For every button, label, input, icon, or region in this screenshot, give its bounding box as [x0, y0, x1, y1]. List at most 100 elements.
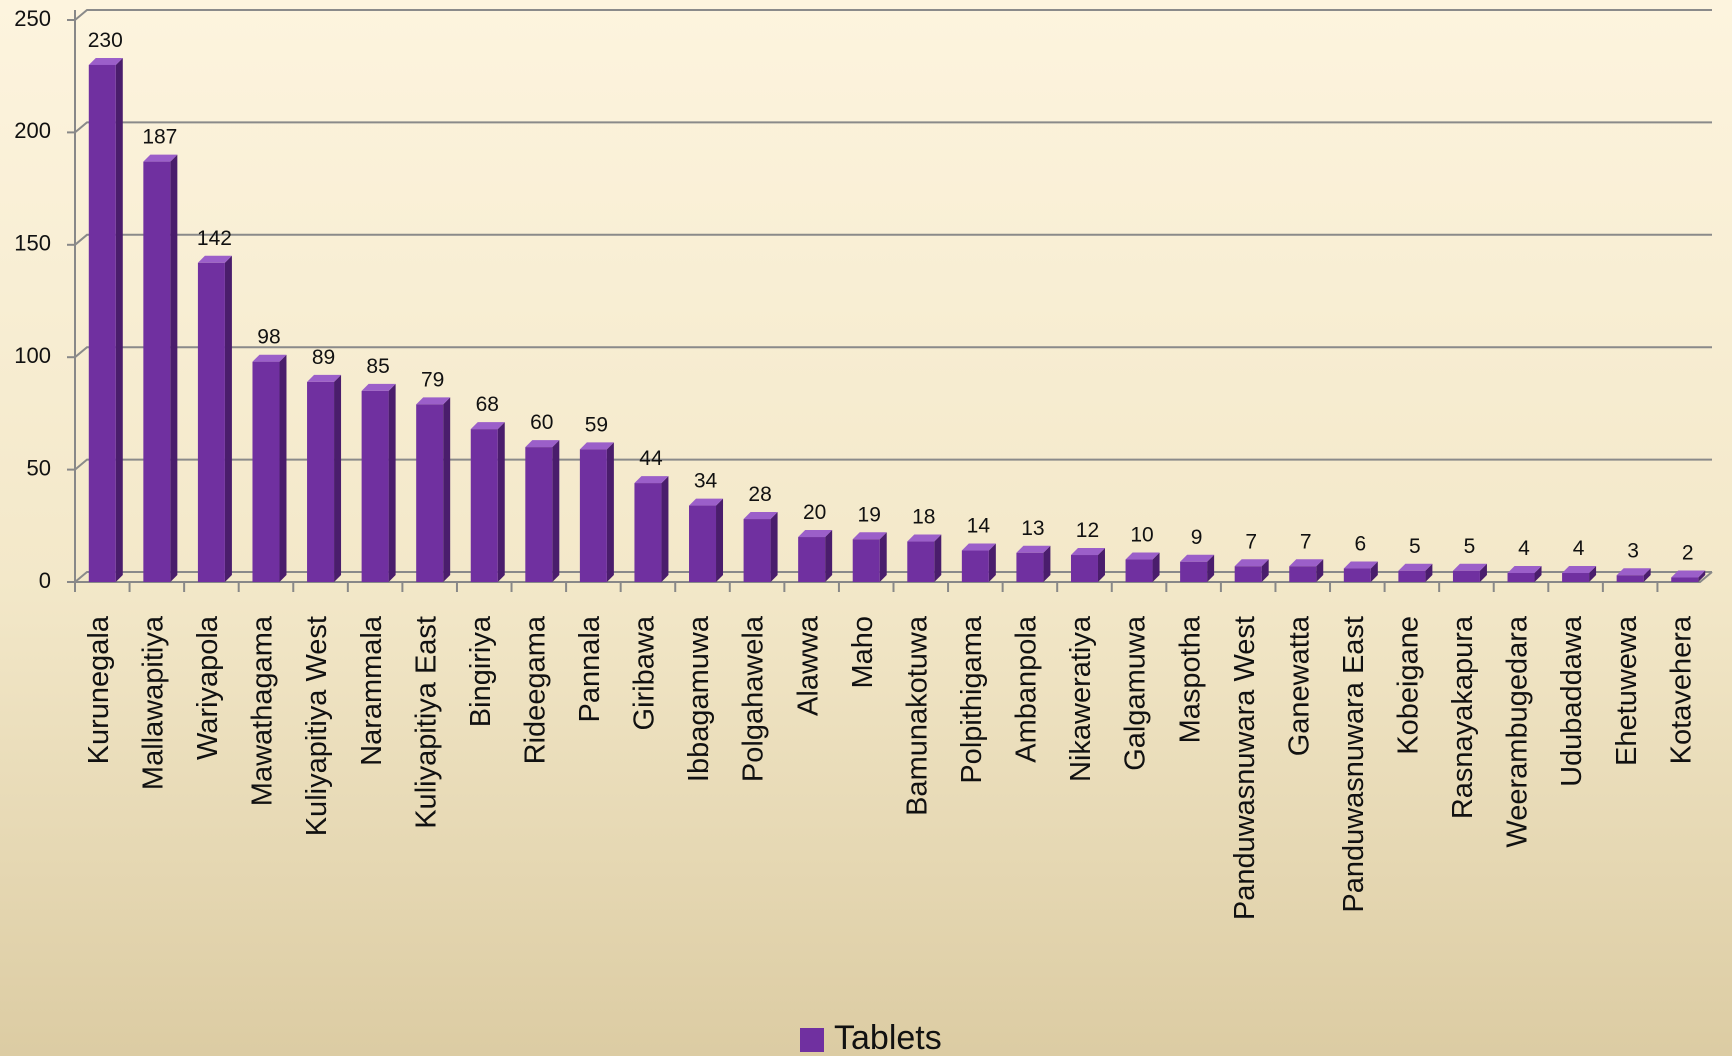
bar-top — [1289, 559, 1324, 567]
x-tick-label: Polgahawela — [738, 615, 770, 782]
legend-swatch — [800, 1028, 824, 1052]
x-tick-label: Mallawapitiya — [138, 615, 170, 790]
x-tick-label: Weerambugedara — [1502, 615, 1534, 847]
bar-side — [934, 534, 942, 582]
bar-side — [224, 255, 232, 582]
value-label: 7 — [1245, 530, 1257, 553]
bar-side — [1152, 552, 1160, 582]
value-label: 85 — [366, 355, 389, 378]
x-tick-label: Kotavehera — [1665, 615, 1697, 764]
bar — [1507, 573, 1535, 582]
bar — [1343, 568, 1371, 582]
bar-top — [1343, 561, 1378, 569]
y-tick-label: 100 — [14, 343, 51, 368]
bar — [743, 519, 771, 582]
x-tick-label: Giribawa — [629, 615, 661, 730]
value-label: 3 — [1627, 539, 1639, 562]
bar — [1234, 566, 1262, 582]
bar-top — [252, 354, 287, 362]
x-tick-label: Wariyapola — [192, 615, 224, 760]
bar — [1398, 570, 1426, 582]
legend-label: Tablets — [834, 1019, 942, 1056]
bar-top — [307, 374, 342, 382]
x-tick-label: Udubaddawa — [1556, 615, 1588, 787]
bar-side — [716, 498, 724, 582]
bar — [470, 429, 498, 582]
bar — [143, 161, 171, 582]
bar — [1452, 570, 1480, 582]
bar-top — [88, 57, 123, 65]
bar — [1616, 575, 1644, 582]
bar-top — [579, 442, 614, 450]
bar-side — [1316, 559, 1324, 582]
bar-side — [388, 383, 396, 582]
bar-side — [879, 532, 887, 582]
value-label: 98 — [257, 326, 280, 349]
value-label: 7 — [1300, 530, 1312, 553]
x-tick-label: Polpithigama — [956, 615, 988, 784]
bar-side — [443, 397, 451, 582]
grid-line — [74, 458, 1712, 471]
x-tick-label: Alawwa — [792, 615, 824, 716]
bar-side — [988, 543, 996, 582]
bar-top — [961, 543, 996, 551]
value-label: 68 — [476, 393, 499, 416]
bar-side — [1207, 554, 1215, 582]
bar-side — [1589, 566, 1597, 582]
bar-top — [1671, 570, 1706, 578]
value-label: 9 — [1191, 526, 1203, 549]
bar — [907, 541, 935, 582]
bar — [361, 390, 389, 582]
bar-side — [825, 530, 833, 582]
x-tick-label: Maspotha — [1174, 615, 1206, 743]
x-tick-label: Mawathagama — [247, 615, 279, 806]
bar — [1125, 559, 1153, 582]
x-axis — [75, 571, 1713, 583]
bar — [634, 483, 662, 582]
value-label: 79 — [421, 368, 444, 391]
bar-top — [1562, 566, 1597, 574]
bar-top — [798, 530, 833, 538]
x-tick-label: Panduwasnuwara West — [1229, 616, 1261, 920]
y-tick-label: 0 — [39, 568, 51, 593]
x-tick-label: Panduwasnuwara East — [1338, 616, 1370, 913]
x-tick-label: Kurunegala — [83, 615, 115, 764]
bar — [579, 449, 607, 582]
x-tick-label: Rasnayakapura — [1447, 615, 1479, 819]
x-tick-label: Bingiriya — [465, 615, 497, 727]
bar-side — [606, 442, 614, 582]
x-tick-label: Ambanpola — [1011, 615, 1043, 763]
x-tick-label: Narammala — [356, 615, 388, 766]
bar — [197, 262, 225, 582]
value-label: 142 — [197, 227, 232, 250]
y-tick-label: 200 — [14, 118, 51, 143]
x-tick-label: Kobeigane — [1393, 616, 1425, 755]
value-label: 60 — [530, 411, 553, 434]
grid-line — [74, 233, 1712, 246]
value-label: 2 — [1682, 542, 1694, 565]
bar — [1016, 552, 1044, 582]
value-label: 44 — [639, 447, 663, 470]
bar-top — [852, 532, 887, 540]
bar — [1180, 561, 1208, 582]
bar-side — [1425, 563, 1433, 582]
value-label: 4 — [1573, 537, 1585, 560]
x-tick-label: Galgamuwa — [1120, 615, 1152, 771]
bar — [1289, 566, 1317, 582]
bar — [798, 537, 826, 582]
value-label: 28 — [748, 483, 771, 506]
value-label: 19 — [858, 503, 881, 526]
y-tick-label: 150 — [14, 231, 51, 256]
x-tick-label: Ibbagamuwa — [683, 615, 715, 782]
bar-top — [143, 154, 178, 162]
value-label: 4 — [1518, 537, 1530, 560]
value-label: 230 — [88, 29, 123, 52]
x-tick-label: Ganewatta — [1283, 615, 1315, 756]
bar-top — [1070, 548, 1105, 556]
bar-side — [1370, 561, 1378, 582]
bar-top — [1616, 568, 1651, 576]
y-tick-label: 50 — [27, 455, 51, 480]
bar — [88, 64, 116, 582]
bar — [307, 381, 335, 582]
value-label: 14 — [967, 515, 991, 538]
